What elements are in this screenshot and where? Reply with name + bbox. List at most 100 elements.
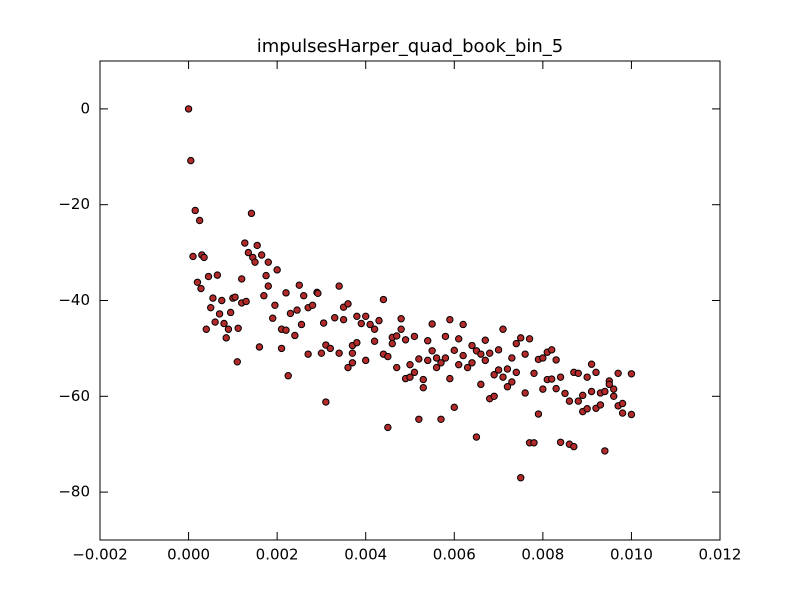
point — [202, 325, 210, 333]
point — [521, 350, 529, 358]
point — [490, 371, 498, 379]
point — [499, 373, 507, 381]
point — [508, 354, 516, 362]
point — [437, 415, 445, 423]
point — [525, 335, 534, 343]
point — [397, 315, 405, 323]
point — [297, 320, 306, 329]
point — [222, 334, 230, 342]
point — [627, 370, 636, 378]
point — [530, 439, 538, 447]
point — [419, 383, 427, 392]
point — [231, 293, 239, 301]
point — [424, 356, 432, 365]
point — [517, 474, 525, 482]
point — [490, 392, 498, 400]
point — [481, 356, 489, 365]
point — [605, 380, 613, 389]
point — [195, 216, 204, 225]
point — [468, 359, 476, 367]
point — [211, 318, 219, 326]
point — [362, 312, 370, 321]
point — [213, 271, 222, 279]
point — [530, 369, 538, 378]
x-tick-label: 0.006 — [433, 546, 476, 564]
point — [234, 324, 242, 332]
point — [286, 309, 295, 318]
y-tick-label: −80 — [58, 483, 90, 501]
x-tick-label: −0.002 — [72, 546, 128, 564]
point — [503, 383, 512, 391]
point — [200, 253, 208, 262]
point — [583, 373, 591, 381]
point — [304, 350, 312, 358]
point — [293, 306, 301, 314]
point — [193, 278, 202, 286]
point — [539, 354, 547, 362]
point — [517, 334, 525, 342]
point — [370, 337, 379, 345]
point — [450, 403, 458, 412]
point — [189, 252, 197, 261]
point — [264, 282, 272, 290]
point — [264, 258, 272, 266]
point — [565, 397, 574, 405]
point — [322, 398, 330, 406]
point — [579, 391, 587, 400]
point — [410, 332, 419, 341]
x-tick-label: 0.000 — [167, 546, 210, 564]
point — [348, 349, 357, 357]
point — [406, 373, 414, 381]
point — [379, 295, 388, 304]
point — [587, 360, 596, 368]
point — [273, 266, 281, 274]
point — [521, 389, 529, 397]
point — [410, 368, 419, 377]
point — [253, 241, 261, 250]
point — [512, 339, 520, 348]
point — [344, 363, 352, 372]
point — [353, 338, 361, 347]
y-tick-label: −60 — [58, 387, 90, 405]
point — [277, 344, 286, 353]
point — [477, 350, 485, 358]
point — [415, 355, 423, 363]
point — [561, 389, 569, 398]
point — [331, 314, 339, 322]
point — [339, 315, 348, 324]
point — [512, 368, 520, 377]
point — [574, 397, 582, 405]
point — [366, 320, 374, 329]
point — [207, 303, 215, 312]
point — [552, 384, 560, 393]
point — [548, 375, 556, 383]
point — [204, 272, 213, 281]
point — [534, 410, 543, 418]
point — [247, 209, 256, 218]
point — [218, 296, 226, 305]
point — [257, 251, 266, 259]
point — [610, 392, 618, 400]
point — [428, 347, 436, 355]
point — [459, 351, 467, 360]
point — [384, 352, 392, 361]
plot-frame — [99, 60, 721, 541]
point — [481, 336, 489, 344]
point — [446, 374, 454, 383]
point — [282, 326, 290, 334]
point — [446, 315, 454, 324]
point — [574, 369, 582, 378]
point — [477, 380, 485, 389]
point — [224, 325, 233, 333]
point — [459, 320, 467, 329]
point — [353, 312, 361, 321]
point — [494, 366, 503, 374]
point — [486, 349, 494, 357]
point — [450, 346, 458, 355]
point — [191, 206, 199, 215]
point — [499, 325, 507, 333]
point — [397, 325, 405, 333]
point — [260, 292, 268, 300]
